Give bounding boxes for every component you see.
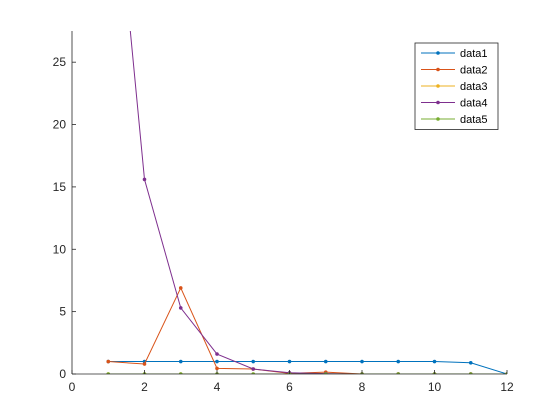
data-point-data1 [432,359,437,364]
legend-label-data4: data4 [460,98,488,110]
legend-label-data5: data5 [460,114,488,126]
data-point-data4 [215,352,219,356]
data-point-data2 [106,359,111,364]
data-point-data5 [505,372,507,374]
legend-label-data3: data3 [460,81,488,93]
data-point-data5 [323,372,328,374]
data-point-data5 [468,372,473,374]
legend-marker-data1 [436,51,440,55]
x-tick-label: 4 [214,380,221,394]
x-tick-label: 8 [359,380,366,394]
data-point-data1 [360,359,364,364]
data-point-data1 [323,359,328,364]
data-point-data5 [178,372,183,374]
data-point-data2 [142,362,147,366]
x-tick-label: 6 [286,380,293,394]
data-point-data1 [396,359,401,364]
data-point-data2 [178,286,183,290]
x-tick-label: 2 [141,380,148,394]
legend-marker-data3 [436,84,440,88]
data-point-data4 [142,177,147,182]
data-point-data4 [178,306,183,310]
legend-label-data2: data2 [460,65,488,77]
y-tick-label: 15 [53,180,67,194]
data-point-data4 [251,367,256,371]
legend-marker-data4 [436,100,440,105]
data-point-data1 [468,360,473,365]
legend: data1 data2 data3 data4 data5 [414,42,499,130]
x-tick-label: 12 [500,380,514,394]
data-point-data1 [287,359,292,364]
legend-marker-data2 [436,67,440,72]
series-line-data1 [108,361,507,374]
data-point-data2 [215,366,219,371]
y-tick-label: 0 [59,367,66,381]
data-point-data5 [251,372,256,374]
y-tick-label: 20 [53,118,67,132]
x-tick-label: 0 [69,380,76,394]
y-tick-label: 10 [53,242,67,256]
data-point-data1 [178,359,183,364]
data-point-data5 [106,372,111,374]
y-tick-label: 25 [53,55,67,69]
data-point-data1 [215,359,219,364]
data-point-data5 [396,372,401,374]
legend-marker-data5 [436,117,440,121]
series-line-data4 [129,31,507,374]
y-tick-label: 5 [59,305,66,319]
legend-label-data1: data1 [460,48,488,60]
axes-layer: 0 2 4 6 8 10 12 0 5 10 15 20 25 [53,31,514,394]
x-tick-label: 10 [428,380,442,394]
data-point-data1 [251,359,256,364]
